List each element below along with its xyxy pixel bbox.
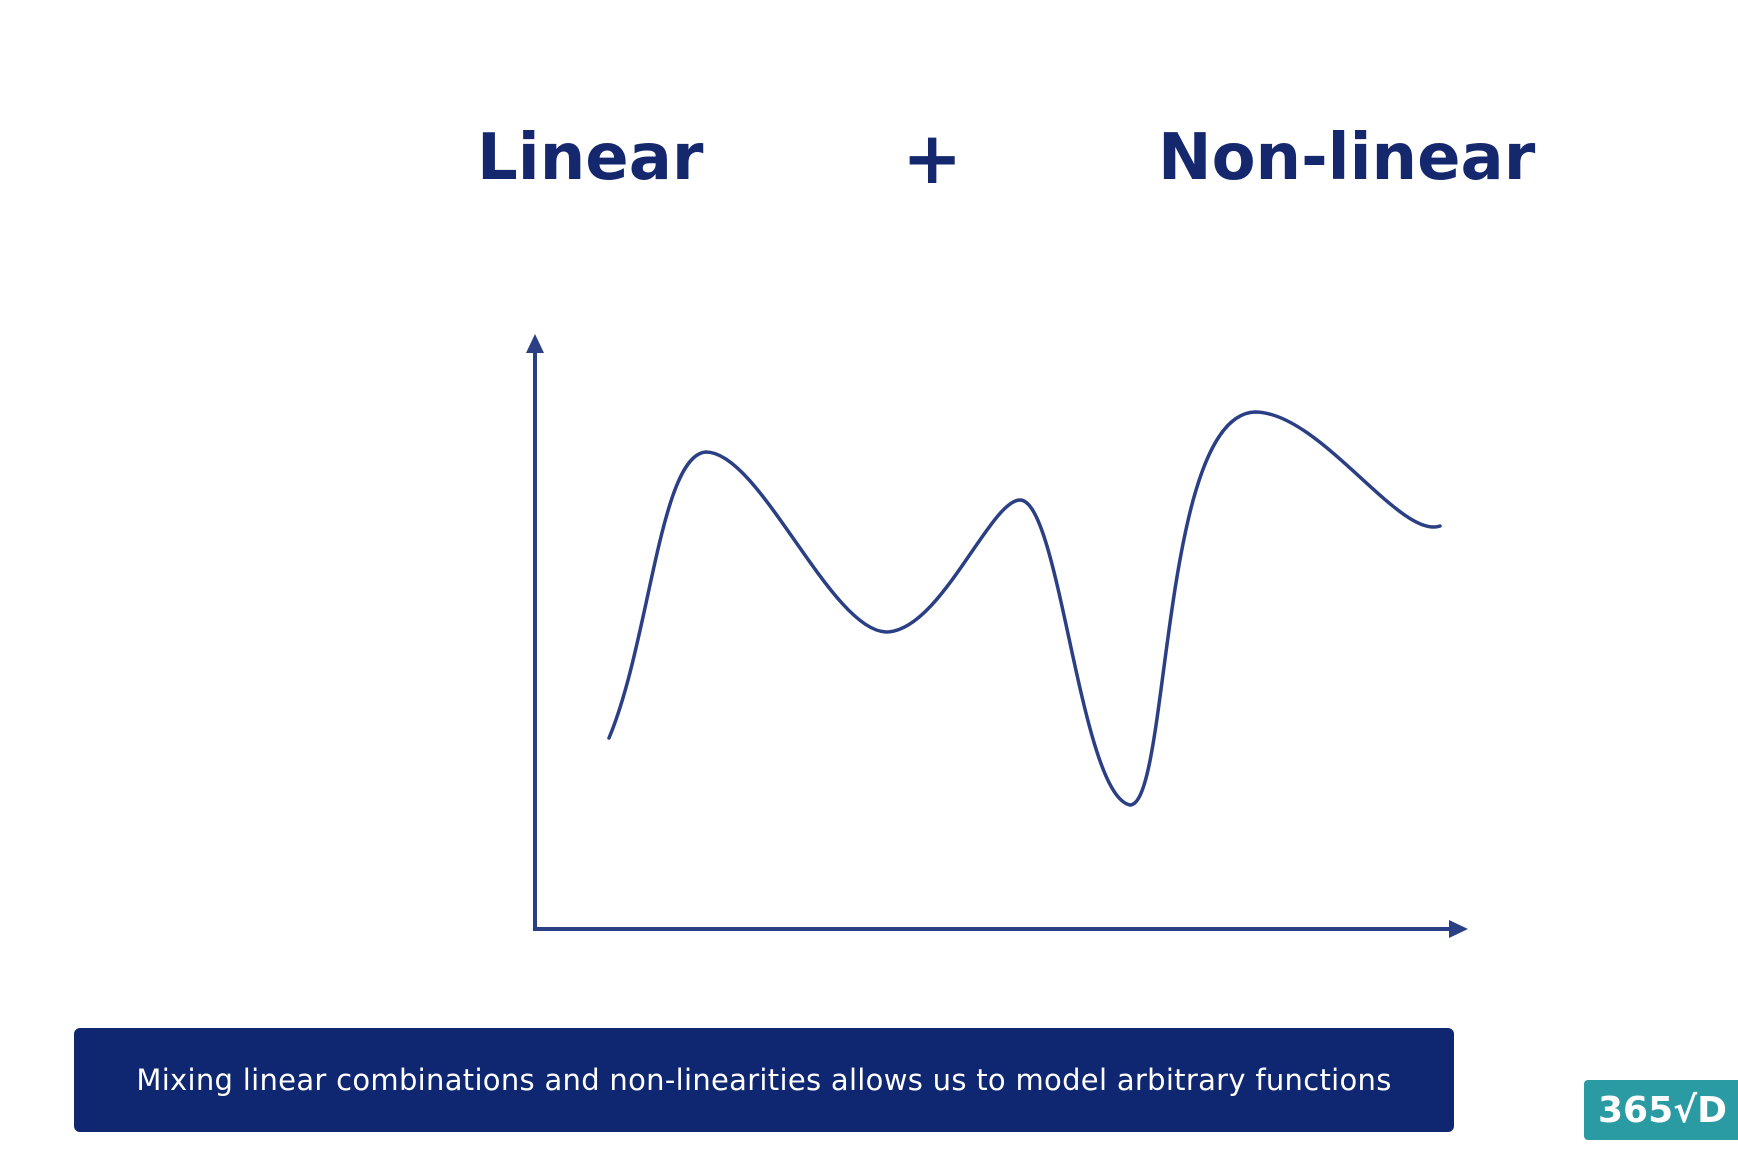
arrow-up-icon [526,334,544,353]
caption-banner: Mixing linear combinations and non-linea… [74,1028,1454,1132]
caption-text: Mixing linear combinations and non-linea… [136,1063,1392,1097]
non-linear-heading: Non-linear [1158,121,1536,195]
linear-heading: Linear [477,121,704,195]
brand-logo: 365√D [1584,1080,1738,1140]
logo-text: 365√D [1598,1089,1728,1131]
plus-operator: + [902,116,963,200]
non-linear-curve [607,410,1442,807]
arrow-right-icon [1449,920,1468,938]
